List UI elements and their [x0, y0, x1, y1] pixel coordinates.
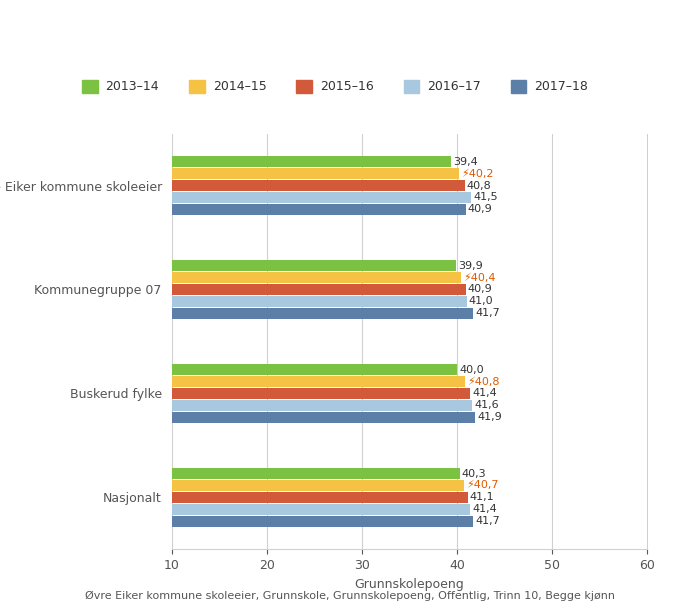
Text: ⚡40,7: ⚡40,7 — [466, 481, 498, 490]
Bar — [172, 296, 467, 307]
Text: 41,7: 41,7 — [475, 516, 500, 526]
Bar — [172, 284, 466, 295]
Text: 40,8: 40,8 — [467, 180, 491, 191]
Text: 41,7: 41,7 — [475, 308, 500, 318]
Bar — [172, 364, 457, 375]
Bar — [403, 80, 419, 93]
Bar — [172, 492, 468, 503]
Bar — [172, 376, 465, 387]
Bar — [172, 192, 471, 203]
Text: 2013–14: 2013–14 — [106, 80, 159, 93]
Bar — [189, 80, 205, 93]
Bar — [172, 400, 473, 411]
Text: Øvre Eiker kommune skoleeier, Grunnskole, Grunnskolepoeng, Offentlig, Trinn 10, : Øvre Eiker kommune skoleeier, Grunnskole… — [85, 591, 615, 601]
Text: 40,9: 40,9 — [468, 285, 492, 294]
Bar — [172, 480, 464, 491]
Text: 2014–15: 2014–15 — [213, 80, 267, 93]
Text: 41,4: 41,4 — [473, 388, 497, 398]
X-axis label: Grunnskolepoeng: Grunnskolepoeng — [355, 578, 464, 591]
Text: 2015–16: 2015–16 — [320, 80, 374, 93]
Text: 2016–17: 2016–17 — [427, 80, 481, 93]
Text: ⚡40,2: ⚡40,2 — [461, 169, 494, 178]
Text: 41,9: 41,9 — [477, 412, 502, 422]
Text: 2017–18: 2017–18 — [534, 80, 588, 93]
Bar — [172, 516, 473, 526]
Text: ⚡40,4: ⚡40,4 — [463, 273, 496, 283]
Text: Grunnskolepoeng, gjennomsnitt: Grunnskolepoeng, gjennomsnitt — [13, 112, 213, 124]
Bar — [510, 80, 526, 93]
Bar — [172, 272, 461, 283]
Text: 41,1: 41,1 — [470, 492, 494, 503]
Text: ⚡40,8: ⚡40,8 — [467, 376, 499, 387]
Text: 41,0: 41,0 — [468, 296, 493, 307]
Text: 41,6: 41,6 — [474, 400, 499, 410]
Bar — [172, 468, 460, 479]
Text: 39,4: 39,4 — [454, 157, 478, 167]
Bar — [172, 204, 466, 215]
Bar — [297, 80, 312, 93]
Bar — [172, 157, 452, 167]
Bar — [172, 308, 473, 319]
Text: 40,0: 40,0 — [459, 365, 484, 375]
Text: 41,4: 41,4 — [473, 504, 497, 514]
Bar — [82, 80, 98, 93]
Text: 39,9: 39,9 — [458, 260, 483, 271]
Bar — [172, 504, 470, 515]
Bar — [172, 412, 475, 422]
Bar — [172, 180, 465, 191]
Bar — [172, 260, 456, 271]
Text: 40,3: 40,3 — [462, 469, 486, 478]
Bar — [172, 388, 470, 399]
Text: 41,5: 41,5 — [473, 192, 498, 202]
Bar — [172, 168, 459, 179]
Text: 40,9: 40,9 — [468, 205, 492, 214]
